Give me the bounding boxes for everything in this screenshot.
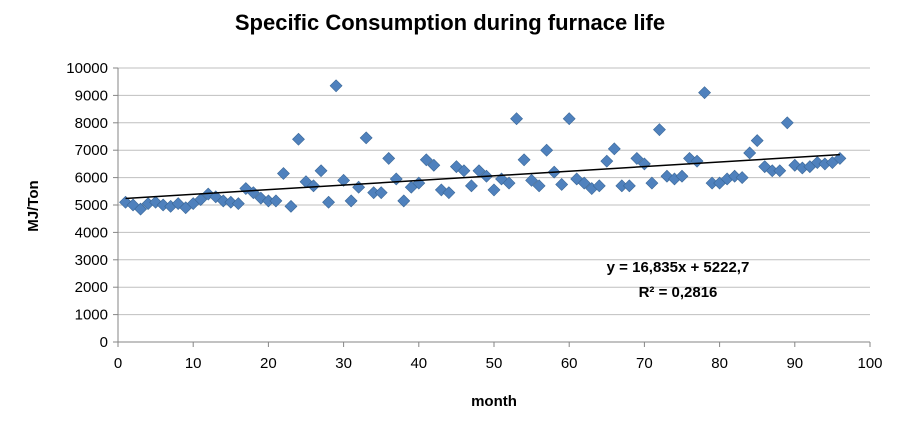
r-squared-label: R² = 0,2816 (639, 284, 718, 301)
data-point (134, 202, 147, 216)
gridlines (113, 67, 870, 343)
y-tick-label: 7000 (75, 142, 108, 159)
y-axis-tick-labels: 0 1000 2000 3000 4000 5000 6000 7000 8000 9000 100… (66, 60, 108, 351)
data-point (780, 116, 794, 130)
data-point (382, 151, 396, 165)
data-point (622, 179, 636, 193)
data-point (743, 146, 757, 160)
data-point (592, 179, 606, 193)
data-point (517, 153, 531, 167)
y-tick-label: 3000 (75, 252, 108, 269)
data-point (525, 173, 539, 187)
data-point (562, 112, 576, 126)
axes (117, 68, 871, 347)
y-tick-label: 10000 (66, 60, 108, 77)
x-tick-label: 40 (410, 355, 427, 372)
data-point (427, 158, 441, 172)
x-tick-label: 60 (561, 355, 578, 372)
data-point (307, 179, 320, 193)
x-tick-label: 10 (185, 355, 202, 372)
data-point (645, 176, 659, 190)
data-point (555, 178, 569, 191)
data-point (735, 171, 749, 185)
data-point (600, 154, 614, 168)
data-point (773, 164, 787, 178)
x-tick-label: 90 (786, 355, 803, 372)
x-tick-label: 0 (114, 355, 122, 372)
data-point (487, 183, 501, 197)
trendline-line (125, 153, 840, 200)
y-tick-label: 6000 (75, 170, 108, 187)
data-point (442, 186, 456, 200)
data-point (532, 179, 546, 193)
data-point (457, 164, 471, 178)
data-point (630, 151, 644, 165)
y-tick-label: 4000 (75, 224, 108, 241)
x-tick-label: 20 (260, 355, 277, 372)
data-point (577, 176, 591, 190)
data-point (231, 197, 245, 211)
data-point (314, 164, 328, 178)
data-points (119, 79, 847, 216)
y-tick-label: 8000 (75, 115, 108, 132)
x-tick-label: 70 (636, 355, 653, 372)
data-point (465, 179, 478, 193)
data-point (510, 112, 523, 126)
data-point (675, 169, 689, 183)
trendline (125, 153, 840, 200)
data-point (653, 123, 666, 137)
data-point (750, 134, 764, 148)
data-point (359, 131, 373, 145)
data-point (329, 79, 343, 93)
data-point (194, 193, 208, 206)
y-tick-label: 9000 (75, 87, 108, 104)
data-point (397, 194, 411, 208)
data-point (322, 195, 335, 209)
y-tick-label: 1000 (75, 307, 108, 324)
data-point (502, 176, 516, 190)
data-point (277, 167, 290, 180)
y-tick-label: 2000 (75, 279, 108, 296)
x-axis-tick-labels: 0 10 20 30 40 50 60 70 80 90 100 (114, 355, 883, 372)
data-point (119, 195, 132, 209)
y-axis-title: MJ/Ton (25, 180, 42, 231)
data-point (344, 194, 358, 208)
x-tick-label: 50 (486, 355, 503, 372)
data-point (389, 172, 403, 186)
data-point (419, 153, 433, 167)
x-tick-label: 30 (335, 355, 352, 372)
y-tick-label: 0 (100, 334, 108, 351)
trendline-equation: y = 16,835x + 5222,7 (607, 259, 750, 276)
data-point (284, 199, 298, 213)
data-point (607, 142, 621, 156)
x-tick-label: 80 (711, 355, 728, 372)
x-tick-label: 100 (857, 355, 882, 372)
data-point (352, 180, 366, 194)
y-tick-label: 5000 (75, 197, 108, 214)
data-point (374, 186, 388, 200)
data-point (337, 173, 351, 187)
data-point (698, 86, 711, 100)
data-point (540, 143, 554, 157)
data-point (292, 132, 305, 146)
chart-title: Specific Consumption during furnace life (234, 10, 666, 35)
x-axis-title: month (471, 393, 517, 410)
data-point (269, 194, 283, 208)
